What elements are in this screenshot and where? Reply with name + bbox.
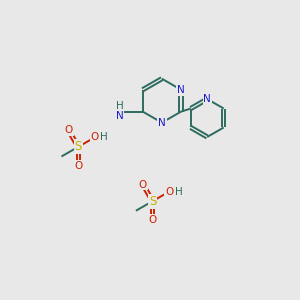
Text: S: S bbox=[74, 140, 82, 153]
Text: N: N bbox=[116, 111, 123, 121]
Text: O: O bbox=[64, 125, 73, 135]
Text: H: H bbox=[175, 187, 182, 196]
Text: O: O bbox=[148, 215, 157, 225]
Text: H: H bbox=[116, 101, 123, 111]
Text: N: N bbox=[203, 94, 211, 104]
Text: S: S bbox=[149, 195, 156, 208]
Text: H: H bbox=[100, 132, 108, 142]
Text: O: O bbox=[165, 187, 173, 196]
Text: O: O bbox=[74, 161, 82, 171]
Text: N: N bbox=[158, 118, 166, 128]
Text: O: O bbox=[91, 132, 99, 142]
Text: O: O bbox=[139, 180, 147, 190]
Text: N: N bbox=[177, 85, 185, 95]
